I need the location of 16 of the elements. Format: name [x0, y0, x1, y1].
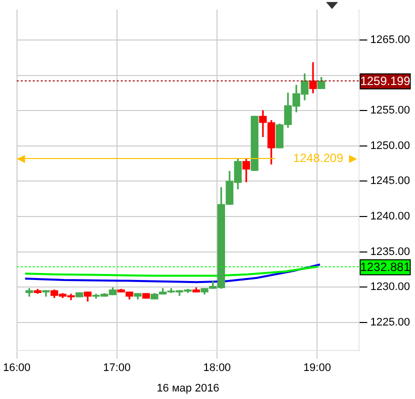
y-tick-label: 1265.00 — [370, 34, 410, 46]
y-tick-label: 1235.00 — [370, 246, 410, 258]
y-tick-label: 1225.00 — [370, 316, 410, 328]
y-tick-label: 1230.00 — [370, 281, 410, 294]
y-tick-label: 1245.00 — [370, 175, 410, 188]
ref-line-label: 1232.881 — [360, 260, 411, 274]
x-tick-label: 17:00 — [103, 362, 131, 374]
x-tick-label: 18:00 — [203, 362, 231, 374]
x-axis-title: 16 мар 2016 — [156, 382, 220, 394]
y-tick-label: 1250.00 — [370, 140, 410, 152]
x-tick-label: 19:00 — [303, 362, 331, 374]
y-tick-label: 1240.00 — [370, 210, 410, 222]
y-tick-label: 1255.00 — [370, 104, 410, 117]
x-tick-label: 16:00 — [3, 362, 31, 374]
ref-line-label: 1259.199 — [360, 74, 411, 88]
ref-line-label: 1248.209 — [293, 150, 344, 165]
